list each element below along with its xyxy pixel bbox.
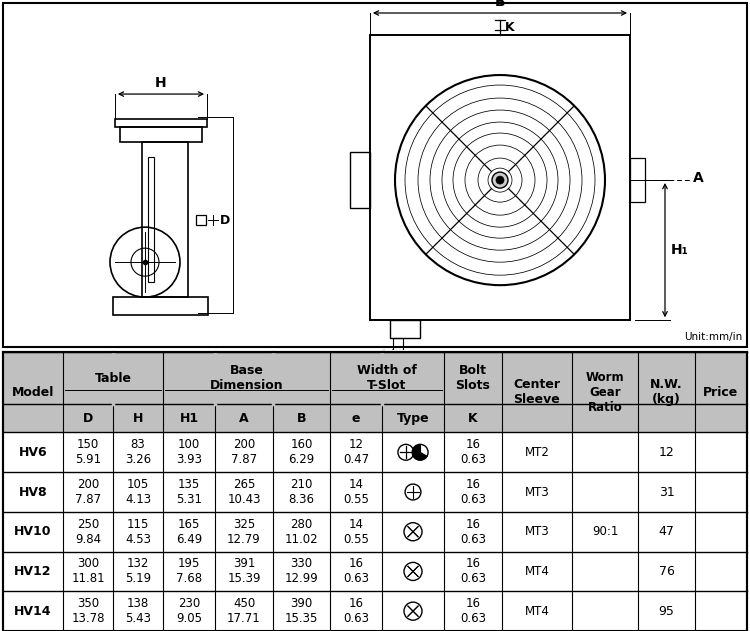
Text: Width of
T-Slot: Width of T-Slot: [357, 364, 417, 392]
Text: 105
4.13: 105 4.13: [125, 478, 151, 506]
Bar: [3, 512, 747, 551]
Text: Table: Table: [94, 372, 131, 385]
Text: 115
4.53: 115 4.53: [125, 517, 151, 546]
Text: MT2: MT2: [524, 445, 550, 459]
Text: HV14: HV14: [14, 604, 52, 618]
Bar: [393, 338, 403, 350]
Bar: [113, 297, 208, 315]
Text: Model: Model: [12, 386, 54, 399]
Bar: [390, 320, 420, 338]
Text: H₁: H₁: [671, 243, 688, 257]
Text: Price: Price: [704, 386, 739, 399]
Text: 83
3.26: 83 3.26: [125, 439, 151, 466]
Text: 16
0.63: 16 0.63: [343, 597, 369, 625]
Text: 16
0.63: 16 0.63: [460, 478, 486, 506]
Wedge shape: [413, 444, 420, 456]
Text: H: H: [133, 412, 143, 425]
Text: Unit:mm/in: Unit:mm/in: [684, 332, 742, 342]
Text: 16
0.63: 16 0.63: [460, 557, 486, 586]
Text: MT4: MT4: [524, 565, 550, 578]
Text: 16
0.63: 16 0.63: [460, 439, 486, 466]
Text: A: A: [693, 171, 703, 185]
Text: 450
17.71: 450 17.71: [227, 597, 261, 625]
Text: 76: 76: [658, 565, 674, 578]
Text: 195
7.68: 195 7.68: [176, 557, 202, 586]
Text: 16
0.63: 16 0.63: [343, 557, 369, 586]
Text: HV12: HV12: [14, 565, 52, 578]
Text: 132
5.19: 132 5.19: [125, 557, 151, 586]
Bar: [3, 591, 747, 631]
Text: Base
Dimension: Base Dimension: [210, 364, 284, 392]
Text: A: A: [239, 412, 249, 425]
Bar: [3, 472, 747, 512]
Text: 47: 47: [658, 525, 674, 538]
Text: D: D: [82, 412, 93, 425]
Text: 230
9.05: 230 9.05: [176, 597, 202, 625]
Text: HV6: HV6: [19, 445, 47, 459]
Circle shape: [492, 172, 508, 188]
Text: B: B: [495, 0, 506, 9]
Text: e: e: [352, 412, 360, 425]
Text: K: K: [468, 412, 478, 425]
Text: 90:1: 90:1: [592, 525, 618, 538]
Text: B: B: [297, 412, 306, 425]
Bar: [3, 432, 747, 472]
Text: D: D: [220, 214, 230, 227]
Text: 391
15.39: 391 15.39: [227, 557, 261, 586]
Text: MT3: MT3: [525, 525, 549, 538]
Text: 12: 12: [658, 445, 674, 459]
Bar: [3, 551, 747, 591]
Text: 330
12.99: 330 12.99: [285, 557, 318, 586]
Text: 350
13.78: 350 13.78: [71, 597, 105, 625]
Text: 250
9.84: 250 9.84: [75, 517, 101, 546]
Wedge shape: [413, 452, 427, 460]
Text: 200
7.87: 200 7.87: [231, 439, 257, 466]
Text: 16
0.63: 16 0.63: [460, 517, 486, 546]
Text: 138
5.43: 138 5.43: [125, 597, 151, 625]
Text: 300
11.81: 300 11.81: [71, 557, 105, 586]
Text: K: K: [505, 21, 515, 33]
Bar: [350, 152, 370, 208]
Bar: [115, 119, 207, 127]
Text: 390
15.35: 390 15.35: [285, 597, 318, 625]
Text: 325
12.79: 325 12.79: [227, 517, 261, 546]
Text: 265
10.43: 265 10.43: [227, 478, 261, 506]
Text: 14
0.55: 14 0.55: [343, 517, 369, 546]
Bar: [3, 352, 747, 404]
Text: 135
5.31: 135 5.31: [176, 478, 202, 506]
Bar: [196, 215, 206, 225]
Bar: [142, 142, 188, 297]
Text: 200
7.87: 200 7.87: [75, 478, 101, 506]
Text: 95: 95: [658, 604, 674, 618]
Text: 16
0.63: 16 0.63: [460, 597, 486, 625]
Text: 165
6.49: 165 6.49: [176, 517, 202, 546]
Text: MT3: MT3: [525, 485, 549, 498]
Text: HV8: HV8: [19, 485, 47, 498]
Bar: [120, 127, 202, 142]
Text: H1: H1: [179, 412, 199, 425]
Text: 14
0.55: 14 0.55: [343, 478, 369, 506]
Bar: [630, 158, 645, 202]
Text: 100
3.93: 100 3.93: [176, 439, 202, 466]
Circle shape: [496, 176, 504, 184]
Text: Worm
Gear
Ratio: Worm Gear Ratio: [586, 371, 624, 414]
Text: MT4: MT4: [524, 604, 550, 618]
Bar: [148, 157, 154, 282]
Text: 31: 31: [658, 485, 674, 498]
Text: 280
11.02: 280 11.02: [285, 517, 318, 546]
Bar: [370, 35, 630, 320]
Text: 150
5.91: 150 5.91: [75, 439, 101, 466]
Text: 160
6.29: 160 6.29: [288, 439, 315, 466]
Text: HV10: HV10: [14, 525, 52, 538]
Text: Center
Sleeve: Center Sleeve: [514, 379, 560, 406]
Text: 12
0.47: 12 0.47: [343, 439, 369, 466]
Bar: [3, 404, 747, 432]
Text: H: H: [155, 76, 166, 90]
Text: 210
8.36: 210 8.36: [289, 478, 314, 506]
Text: Bolt
Slots: Bolt Slots: [455, 364, 490, 392]
Text: N.W.
(kg): N.W. (kg): [650, 379, 682, 406]
Text: Type: Type: [397, 412, 429, 425]
